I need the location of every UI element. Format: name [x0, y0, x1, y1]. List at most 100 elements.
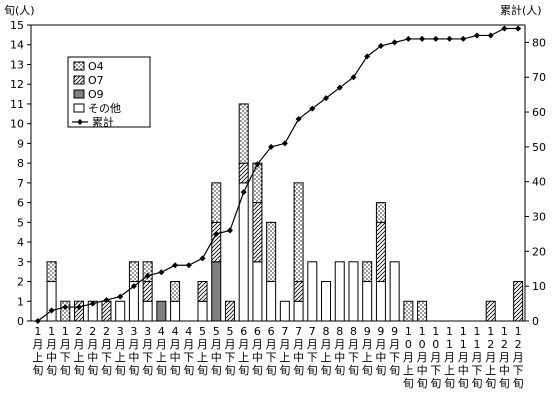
cumulative-point: [473, 32, 480, 39]
x-tick-label: 月: [444, 351, 455, 364]
x-tick-label: 旬: [128, 364, 139, 377]
x-tick-label: 月: [60, 338, 71, 351]
x-tick-label: 2: [89, 325, 96, 338]
bar-segment: [321, 281, 332, 322]
x-tick-label: 1: [460, 325, 467, 338]
x-tick-label: 1: [48, 325, 55, 338]
bar-segment: [46, 281, 57, 322]
plot-frame: [30, 24, 526, 322]
x-tick-label: 1: [501, 325, 508, 338]
x-tick-label: 月: [430, 351, 441, 364]
x-tick-label: 月: [252, 338, 263, 351]
cumulative-point: [130, 283, 137, 290]
y-left-tick-label: 3: [17, 256, 24, 269]
y-left-tick-label: 0: [17, 315, 24, 328]
bar-segment: [266, 221, 277, 283]
y-left-tick-label: 7: [17, 177, 24, 190]
bar-segment: [238, 162, 249, 184]
x-tick-label: 上: [444, 364, 455, 377]
cumulative-point: [446, 35, 453, 42]
x-tick-label: 2: [501, 338, 508, 351]
x-tick-label: 月: [321, 338, 332, 351]
x-tick-label: 3: [130, 325, 137, 338]
y-left-tick-label: 11: [10, 98, 24, 111]
x-tick-label: 1: [446, 325, 453, 338]
x-tick-label: 月: [211, 338, 222, 351]
bar-segment: [362, 281, 373, 322]
bar-segment: [293, 182, 304, 283]
x-tick-label: 中: [46, 351, 57, 364]
x-tick-label: 上: [362, 351, 373, 364]
bar-segment: [170, 281, 181, 302]
y-right-tick-label: 50: [532, 141, 546, 154]
x-tick-label: 月: [266, 338, 277, 351]
x-tick-label: 月: [156, 338, 167, 351]
cumulative-point: [295, 116, 302, 123]
bar-segment: [142, 261, 153, 283]
x-tick-label: 旬: [499, 377, 510, 390]
y-left-tick-label: 2: [17, 276, 24, 289]
bar-segment: [403, 300, 414, 322]
y-right-tick-label: 40: [532, 176, 546, 189]
x-tick-label: 月: [471, 351, 482, 364]
x-tick-label: 上: [197, 351, 208, 364]
x-tick-label: 下: [183, 351, 194, 364]
x-tick-label: 月: [224, 338, 235, 351]
bar-segment: [211, 182, 222, 223]
x-tick-label: 月: [403, 351, 414, 364]
x-tick-label: 下: [101, 351, 112, 364]
x-tick-label: 上: [238, 351, 249, 364]
bar-segment: [142, 281, 153, 302]
x-tick-label: 8: [350, 325, 357, 338]
legend-swatch-other: [73, 103, 85, 113]
x-tick-label: 上: [32, 351, 43, 364]
x-tick-label: 旬: [238, 364, 249, 377]
x-tick-label: 2: [103, 325, 110, 338]
x-tick-label: 旬: [115, 364, 126, 377]
x-tick-label: 旬: [485, 377, 496, 390]
legend-swatch-o9: [73, 89, 85, 99]
cumulative-point: [350, 74, 357, 81]
cumulative-point: [48, 307, 55, 314]
legend-label-o7: O7: [88, 74, 104, 87]
x-tick-label: 3: [117, 325, 124, 338]
x-tick-label: 9: [377, 325, 384, 338]
y-right-tick-label: 20: [532, 245, 546, 258]
x-tick-label: 旬: [211, 364, 222, 377]
bar-segment: [224, 300, 235, 322]
cumulative-point: [391, 39, 398, 46]
x-tick-label: 中: [170, 351, 181, 364]
x-tick-label: 旬: [471, 377, 482, 390]
x-tick-label: 月: [128, 338, 139, 351]
x-tick-label: 6: [268, 325, 275, 338]
cumulative-point: [377, 42, 384, 49]
legend-label-cumulative: 累計: [92, 115, 114, 129]
bar-segment: [334, 261, 345, 322]
x-tick-label: 下: [471, 364, 482, 377]
x-tick-label: 4: [172, 325, 179, 338]
x-tick-label: 月: [101, 338, 112, 351]
x-tick-label: 月: [197, 338, 208, 351]
legend-marker-cumulative: [77, 119, 83, 125]
bar-segment: [46, 261, 57, 283]
x-tick-label: 月: [293, 338, 304, 351]
bar-segment: [238, 103, 249, 164]
y-right-tick-label: 10: [532, 280, 546, 293]
x-tick-label: 旬: [307, 364, 318, 377]
x-tick-label: 1: [419, 325, 426, 338]
bar-segment: [142, 300, 153, 322]
x-tick-label: 旬: [348, 364, 359, 377]
x-tick-label: 中: [458, 364, 469, 377]
x-tick-label: 5: [199, 325, 206, 338]
y-left-tick-label: 5: [17, 216, 24, 229]
x-tick-label: 1: [405, 325, 412, 338]
x-tick-label: 0: [405, 338, 412, 351]
x-tick-label: 旬: [32, 364, 43, 377]
y-left-tick-label: 15: [10, 19, 24, 32]
x-tick-label: 旬: [224, 364, 235, 377]
x-tick-label: 月: [513, 351, 524, 364]
x-tick-label: 1: [446, 338, 453, 351]
x-tick-label: 9: [364, 325, 371, 338]
x-tick-label: 1: [432, 325, 439, 338]
cumulative-point: [117, 293, 124, 300]
